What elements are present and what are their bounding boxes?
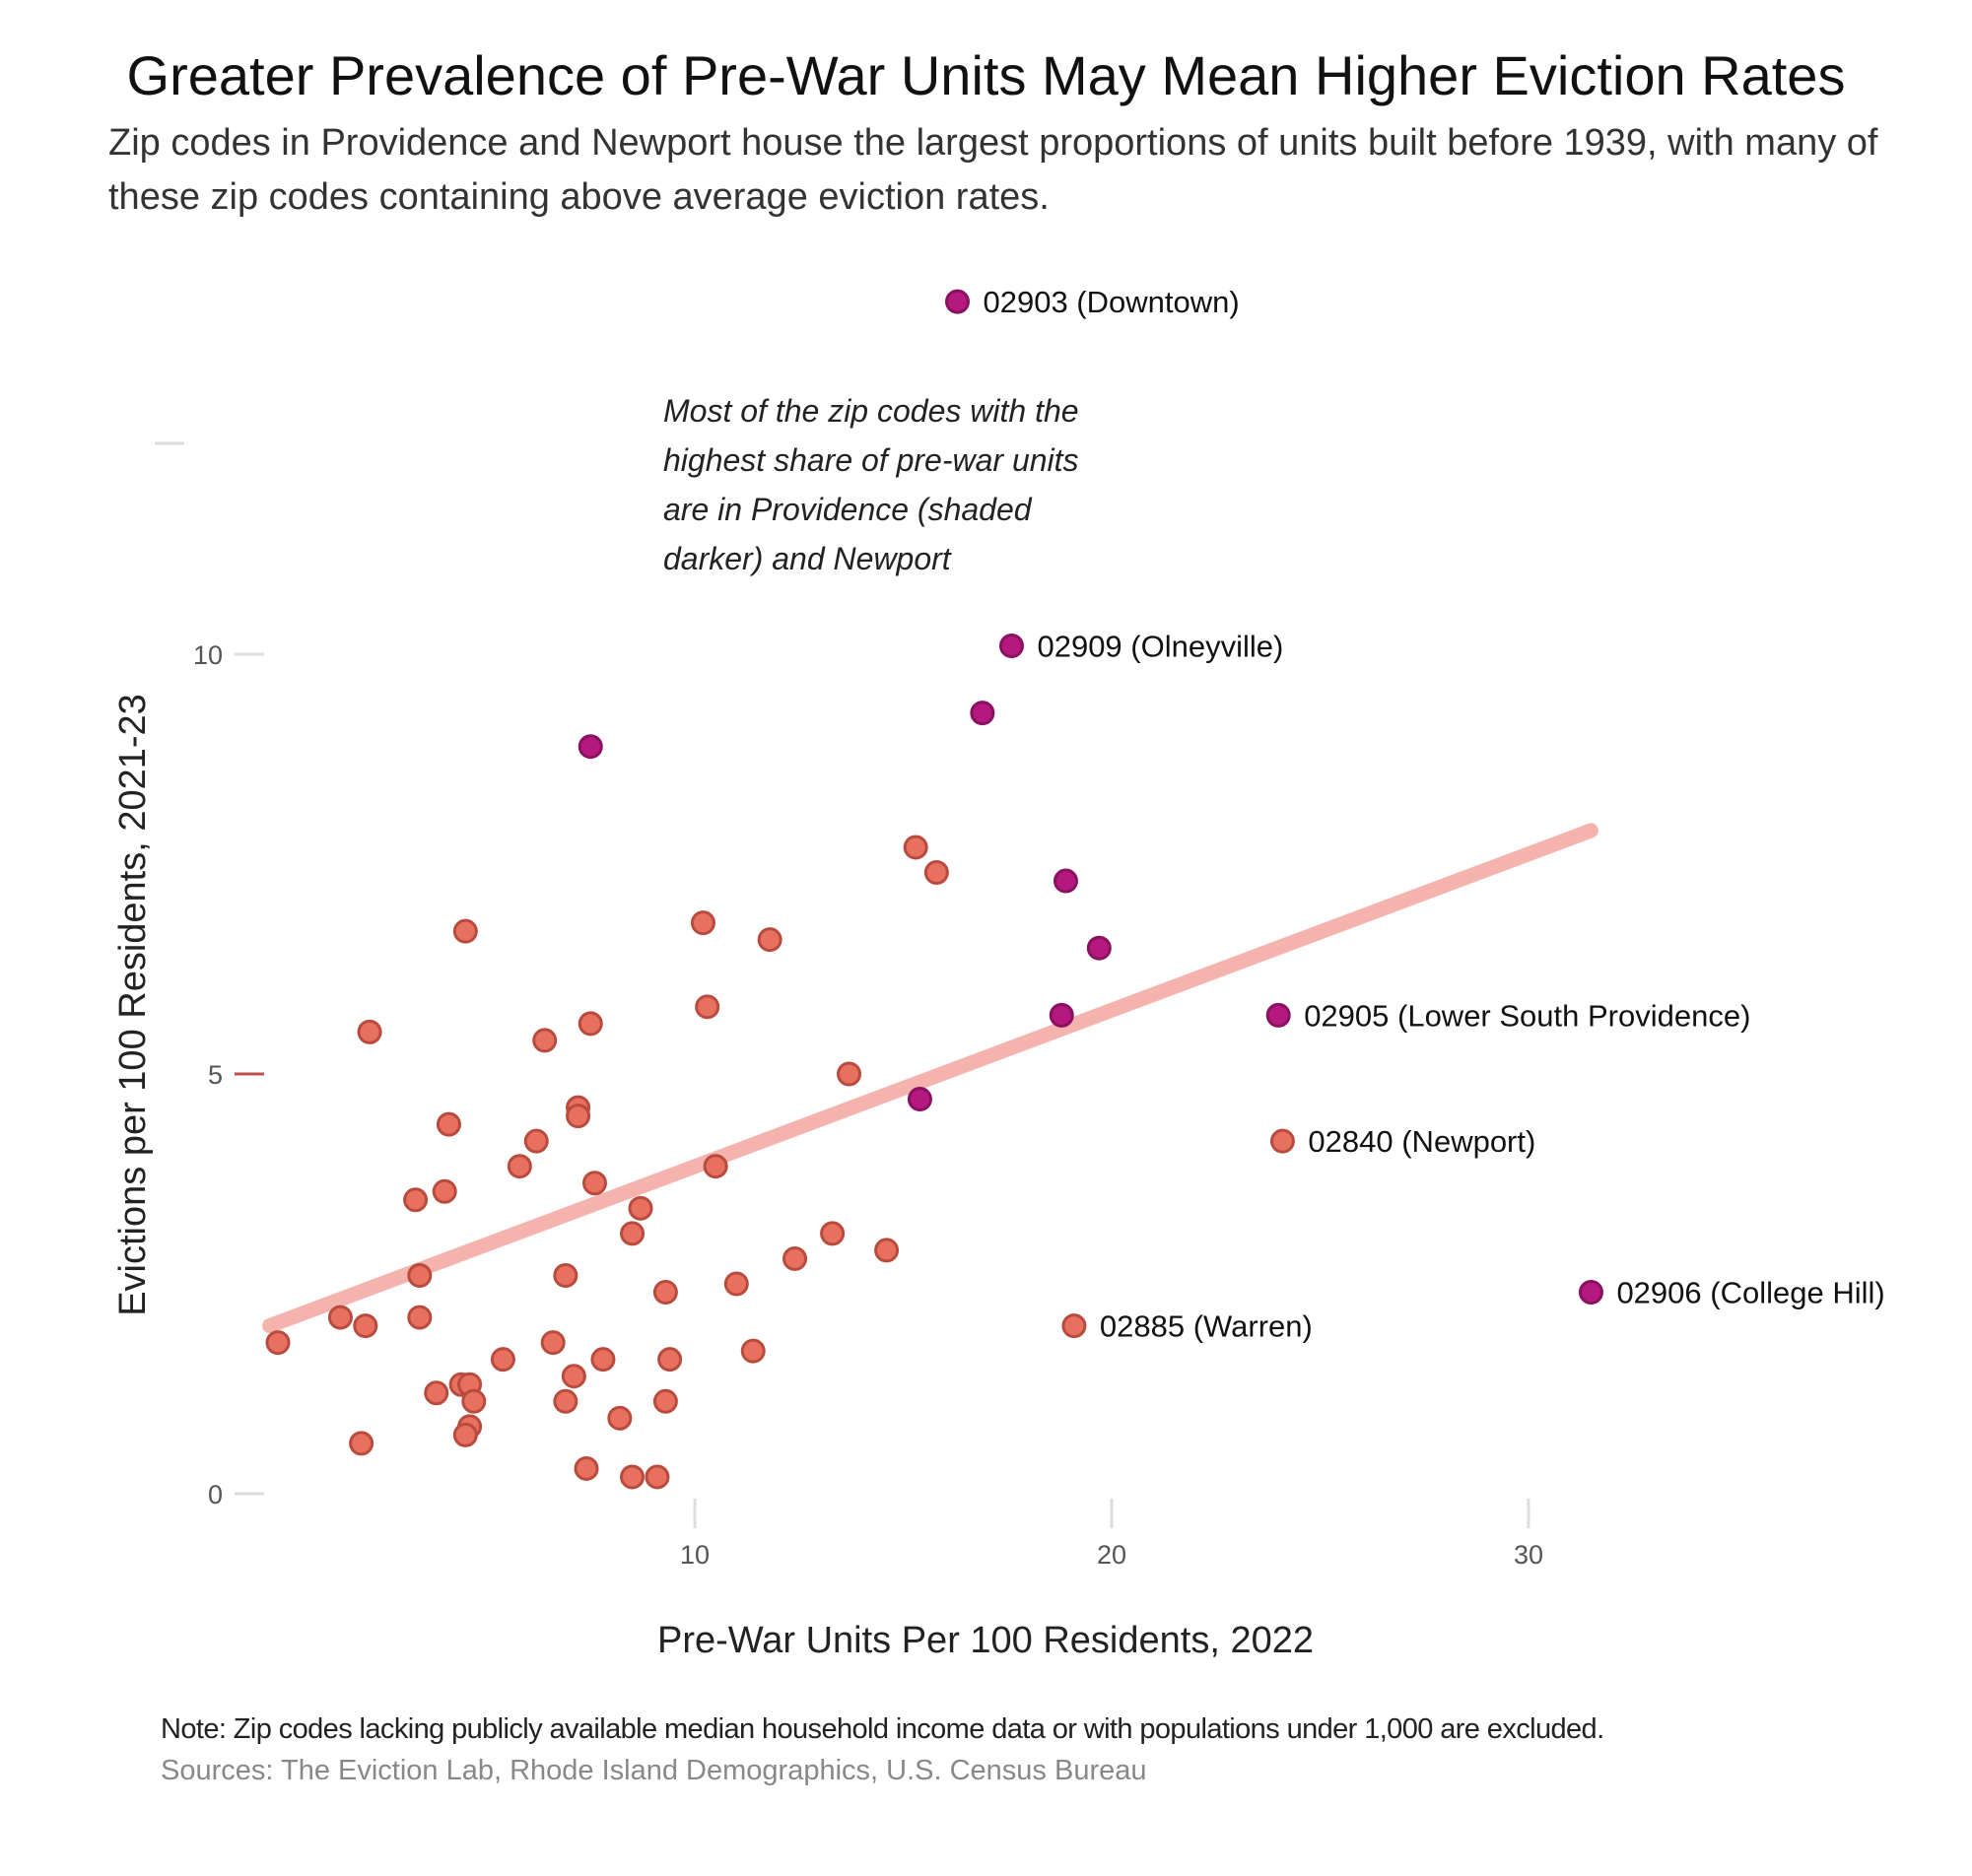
zip-point bbox=[490, 1347, 515, 1373]
point-label: 02909 (Olneyville) bbox=[1037, 629, 1283, 663]
providence-point bbox=[1049, 1002, 1074, 1028]
zip-point bbox=[590, 1347, 616, 1373]
zip-point bbox=[607, 1405, 633, 1431]
zip-point bbox=[553, 1262, 578, 1288]
chart-title: Greater Prevalence of Pre-War Units May … bbox=[126, 44, 1846, 106]
zip-point bbox=[620, 1464, 646, 1490]
providence-point bbox=[970, 701, 995, 726]
zip-point bbox=[628, 1195, 653, 1221]
zip-point bbox=[523, 1128, 549, 1154]
zip-point bbox=[349, 1431, 374, 1456]
zip-point bbox=[782, 1245, 808, 1271]
trendline bbox=[262, 823, 1598, 1334]
zip-point bbox=[553, 1388, 578, 1414]
zip-point bbox=[353, 1313, 378, 1339]
x-tick-label: 30 bbox=[1514, 1540, 1543, 1570]
zip-point bbox=[657, 1347, 683, 1373]
zip-point bbox=[690, 910, 715, 936]
providence-point bbox=[1578, 1280, 1603, 1306]
zip-point bbox=[645, 1464, 670, 1490]
zip-point bbox=[923, 860, 949, 886]
chart-note: Note: Zip codes lacking publicly availab… bbox=[161, 1713, 1604, 1745]
zip-point bbox=[723, 1271, 749, 1297]
y-tick-label: 10 bbox=[193, 640, 223, 670]
zip-point bbox=[265, 1330, 291, 1356]
zip-point bbox=[561, 1364, 586, 1389]
zip-point bbox=[424, 1380, 449, 1406]
chart-subtitle: Zip codes in Providence and Newport hous… bbox=[108, 122, 1878, 218]
zip-point bbox=[436, 1111, 461, 1137]
zip-point bbox=[461, 1388, 487, 1414]
point-labels-layer: 02840 (Newport) 02885 (Warren) 02903 (Down… bbox=[983, 285, 1884, 1343]
point-label: 02906 (College Hill) bbox=[1616, 1276, 1884, 1310]
axes-layer: 0 5 10 10 20 30 bbox=[155, 441, 1543, 1570]
x-tick-label: 10 bbox=[680, 1540, 710, 1570]
zip-point bbox=[874, 1238, 900, 1263]
zip-point bbox=[578, 1011, 603, 1037]
providence-point bbox=[1265, 1002, 1291, 1028]
zip-point bbox=[1269, 1128, 1295, 1154]
point-label: 02903 (Downtown) bbox=[983, 285, 1239, 319]
providence-point bbox=[1086, 935, 1112, 961]
zip-point bbox=[837, 1061, 862, 1087]
zip-point bbox=[532, 1028, 558, 1053]
zip-point bbox=[652, 1388, 678, 1414]
annotation-line: highest share of pre-war units bbox=[663, 442, 1079, 478]
zip-point bbox=[820, 1221, 846, 1246]
point-label: 02885 (Warren) bbox=[1100, 1309, 1313, 1344]
y-tick-label: 0 bbox=[208, 1480, 223, 1509]
annotation-line: Most of the zip codes with the bbox=[663, 393, 1079, 429]
providence-point bbox=[1053, 868, 1078, 894]
x-tick-label: 20 bbox=[1097, 1540, 1126, 1570]
zip-point bbox=[757, 927, 782, 953]
annotation-line: are in Providence (shaded bbox=[663, 492, 1033, 527]
zip-point bbox=[703, 1154, 728, 1179]
zip-point bbox=[540, 1330, 566, 1356]
zip-point bbox=[581, 1171, 607, 1196]
chart-sources: Sources: The Eviction Lab, Rhode Island … bbox=[161, 1755, 1147, 1786]
zip-point bbox=[507, 1154, 532, 1179]
x-axis-label: Pre-War Units Per 100 Residents, 2022 bbox=[657, 1620, 1314, 1661]
point-label: 02905 (Lower South Providence) bbox=[1304, 998, 1750, 1033]
zip-point bbox=[620, 1221, 646, 1246]
point-label: 02840 (Newport) bbox=[1308, 1124, 1535, 1159]
y-axis-label: Evictions per 100 Residents, 2021-23 bbox=[112, 694, 154, 1316]
zip-point bbox=[407, 1305, 433, 1330]
zip-point bbox=[432, 1178, 457, 1204]
zip-point bbox=[740, 1338, 766, 1364]
trendline-layer bbox=[262, 823, 1598, 1334]
providence-point bbox=[944, 289, 970, 314]
zip-point bbox=[407, 1262, 433, 1288]
zip-point bbox=[903, 835, 928, 860]
zip-point bbox=[695, 994, 720, 1020]
points-layer bbox=[265, 289, 1603, 1490]
zip-point bbox=[566, 1104, 591, 1129]
zip-point bbox=[403, 1187, 429, 1213]
y-tick-label: 5 bbox=[208, 1060, 223, 1090]
providence-point bbox=[998, 633, 1024, 658]
annotation-layer: Most of the zip codes with the highest sh… bbox=[663, 393, 1079, 576]
zip-point bbox=[1061, 1313, 1087, 1339]
zip-point bbox=[357, 1019, 382, 1044]
providence-point bbox=[907, 1087, 932, 1112]
zip-point bbox=[452, 1422, 478, 1447]
zip-point bbox=[652, 1280, 678, 1306]
zip-point bbox=[327, 1305, 353, 1330]
zip-point bbox=[574, 1455, 599, 1481]
zip-point bbox=[452, 918, 478, 944]
providence-point bbox=[578, 734, 603, 760]
annotation-line: darker) and Newport bbox=[663, 541, 952, 576]
